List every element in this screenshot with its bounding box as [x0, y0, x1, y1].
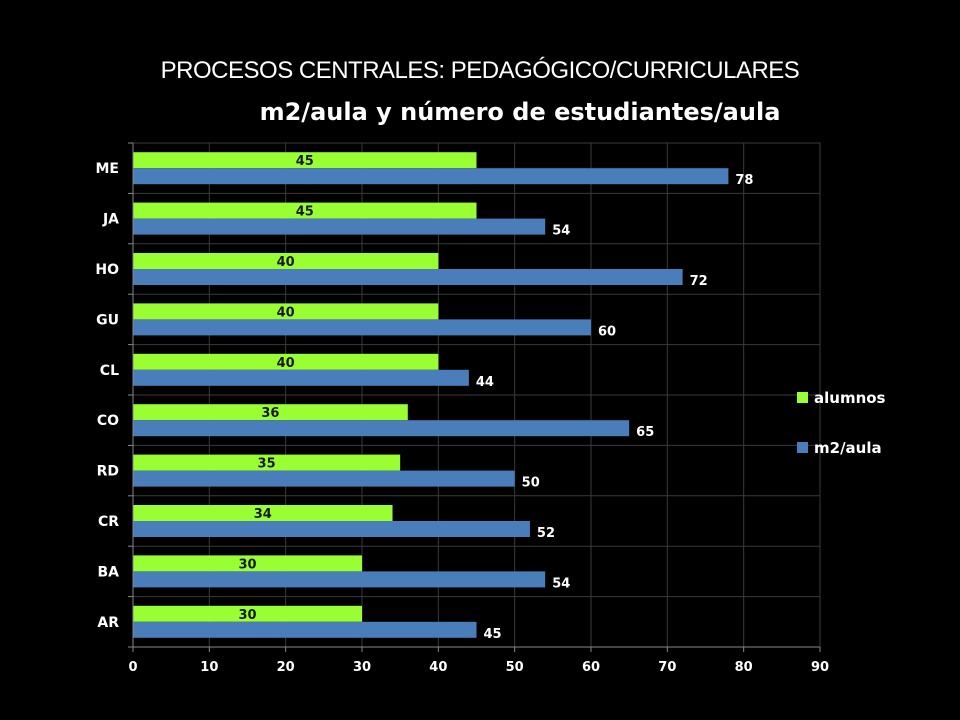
bar-alumnos	[133, 303, 439, 320]
data-label-alumnos: 35	[258, 457, 276, 472]
data-label-m2-aula: 52	[537, 526, 555, 541]
category-label: HO	[95, 262, 119, 278]
category-label: BA	[97, 564, 119, 580]
data-label-m2-aula: 50	[522, 476, 540, 491]
data-label-alumnos: 45	[296, 154, 314, 169]
data-label-alumnos: 40	[277, 356, 295, 371]
bar-alumnos	[133, 505, 393, 521]
x-tick-label: 0	[128, 660, 137, 675]
chart-title: m2/aula y número de estudiantes/aula	[260, 98, 781, 126]
legend-item-m2-aula: m2/aula	[797, 439, 882, 457]
bar-alumnos	[133, 353, 439, 370]
bar-m2-aula	[133, 470, 515, 487]
bar-alumnos	[133, 555, 362, 572]
x-tick-label: 60	[582, 660, 600, 675]
category-label: ME	[96, 161, 120, 177]
bar-alumnos	[133, 404, 408, 421]
bars	[133, 152, 729, 638]
category-label: CO	[97, 413, 119, 429]
bar-alumnos	[133, 202, 477, 219]
x-tick-label: 10	[200, 660, 218, 675]
legend-label: alumnos	[814, 389, 886, 407]
bar-alumnos	[133, 152, 477, 169]
data-label-alumnos: 30	[238, 608, 256, 623]
bar-alumnos	[133, 454, 401, 471]
data-label-alumnos: 45	[296, 205, 314, 220]
data-labels: 45 78 45 54 40 72 40 60 40 44 36 65 35 50 34 52 30 54 30 45	[238, 154, 753, 642]
category-label: CR	[98, 514, 119, 530]
bar-m2-aula	[133, 319, 591, 336]
data-label-m2-aula: 44	[476, 375, 494, 390]
data-label-m2-aula: 65	[636, 425, 654, 440]
category-label: CL	[100, 363, 119, 379]
data-label-m2-aula: 60	[598, 324, 616, 339]
data-label-m2-aula: 45	[484, 627, 502, 642]
data-label-m2-aula: 78	[735, 173, 753, 188]
category-label: GU	[96, 312, 119, 328]
category-label: AR	[97, 615, 119, 631]
bar-m2-aula	[133, 168, 729, 185]
data-label-alumnos: 40	[277, 305, 295, 320]
x-tick-label: 90	[811, 660, 829, 675]
bar-m2-aula	[133, 420, 630, 437]
category-label: RD	[97, 464, 119, 480]
x-tick-label: 70	[658, 660, 676, 675]
x-tick-label: 50	[506, 660, 524, 675]
data-label-m2-aula: 54	[552, 576, 570, 591]
x-tick-label: 20	[277, 660, 295, 675]
x-tick-label: 30	[353, 660, 371, 675]
axes: 0 10 20 30 40 50 60 70 80 90 ME JA HO GU CL CO RD CR BA AR	[95, 142, 829, 675]
slide-heading: PROCESOS CENTRALES: PEDAGÓGICO/CURRICULA…	[160, 57, 800, 84]
data-label-alumnos: 40	[277, 255, 295, 270]
data-label-alumnos: 34	[254, 507, 272, 522]
legend-label: m2/aula	[814, 439, 882, 457]
bar-m2-aula	[133, 521, 530, 537]
legend-swatch	[797, 442, 808, 453]
x-tick-label: 40	[429, 660, 447, 675]
bar-alumnos	[133, 253, 439, 269]
bar-m2-aula	[133, 571, 546, 588]
category-label: JA	[102, 212, 119, 228]
data-label-alumnos: 36	[261, 406, 279, 421]
bar-m2-aula	[133, 218, 546, 235]
bar-m2-aula	[133, 369, 469, 386]
data-label-m2-aula: 72	[690, 274, 708, 289]
data-label-m2-aula: 54	[552, 224, 570, 239]
x-tick-label: 80	[735, 660, 753, 675]
data-label-alumnos: 30	[238, 557, 256, 572]
bar-m2-aula	[133, 269, 683, 285]
legend-swatch	[797, 392, 808, 403]
legend-item-alumnos: alumnos	[797, 389, 886, 407]
legend: alumnos m2/aula	[797, 389, 886, 457]
bar-m2-aula	[133, 621, 477, 638]
bar-alumnos	[133, 605, 362, 622]
